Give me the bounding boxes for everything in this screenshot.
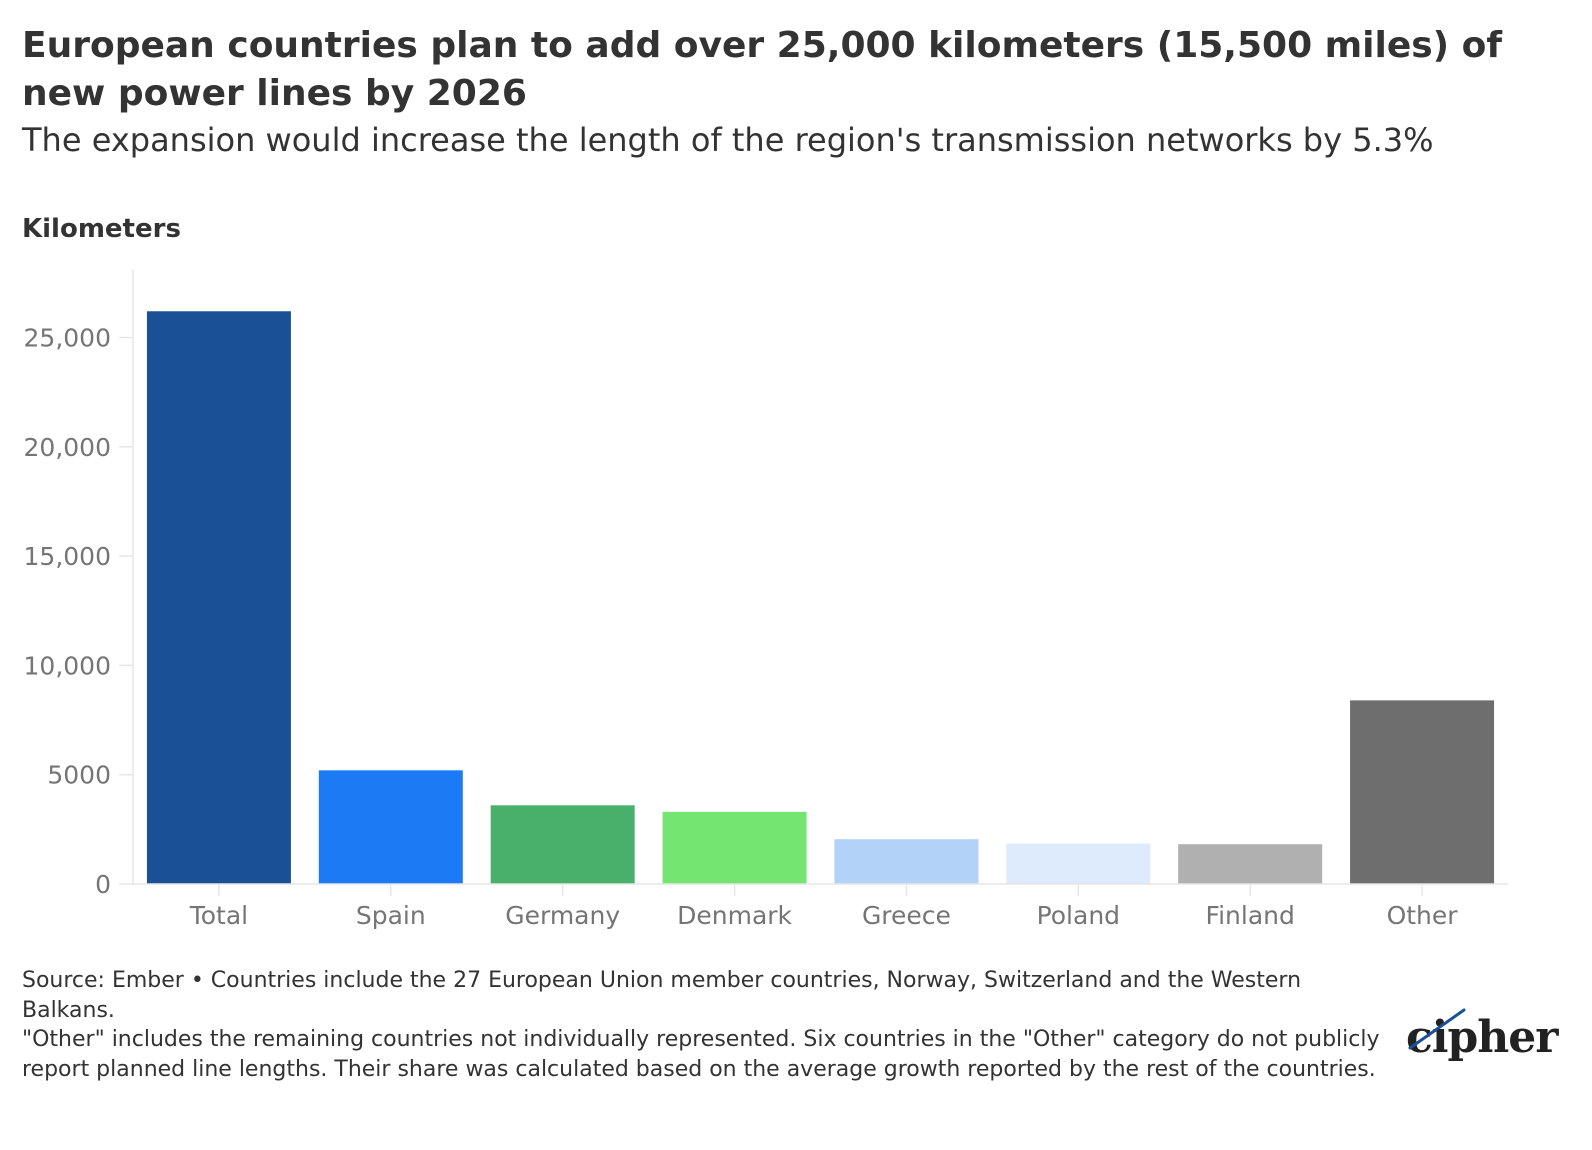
x-tick-label: Denmark	[677, 901, 792, 930]
chart-subtitle: The expansion would increase the length …	[22, 121, 1434, 159]
bar-other	[1350, 700, 1495, 884]
chart-title: European countries plan to add over 25,0…	[22, 25, 1503, 114]
chart-footer: Source: Ember • Countries include the 27…	[22, 966, 1392, 1084]
bar-total	[146, 311, 291, 884]
x-tick-label: Other	[1387, 901, 1459, 930]
bar-finland	[1178, 844, 1323, 884]
bars	[146, 311, 1495, 884]
x-tick-label: Finland	[1206, 901, 1295, 930]
y-tick-label: 5000	[47, 761, 111, 790]
x-tick-label: Poland	[1037, 901, 1120, 930]
x-axis: Total Spain Germany Denmark Greece Poland Finl…	[133, 883, 1508, 930]
x-tick-label: Spain	[356, 901, 426, 930]
y-tick-label: 20,000	[24, 433, 111, 462]
cipher-logo: cipher	[1406, 1008, 1558, 1068]
y-tick-label: 15,000	[24, 542, 111, 571]
bar-poland	[1006, 843, 1151, 884]
y-axis: 0 5000 10,000 15,000 20,000 25,000	[24, 270, 134, 899]
source-note: Source: Ember • Countries include the 27…	[22, 968, 1302, 1023]
bar-spain	[318, 770, 463, 884]
bar-greece	[834, 839, 979, 884]
y-axis-label: Kilometers	[22, 214, 181, 244]
logo-text: cipher	[1406, 1012, 1558, 1063]
y-tick-label: 0	[95, 870, 111, 899]
y-tick-label: 25,000	[24, 324, 111, 353]
bar-denmark	[662, 811, 807, 884]
bar-chart: 0 5000 10,000 15,000 20,000 25,000 Total Spain…	[24, 270, 1508, 930]
x-tick-label: Germany	[505, 901, 620, 930]
bar-germany	[490, 805, 635, 884]
x-tick-label: Greece	[862, 901, 951, 930]
logo-slash-mark	[1408, 1008, 1466, 1050]
y-tick-label: 10,000	[24, 651, 111, 680]
other-category-note: "Other" includes the remaining countries…	[22, 1027, 1380, 1082]
x-tick-label: Total	[189, 901, 248, 930]
